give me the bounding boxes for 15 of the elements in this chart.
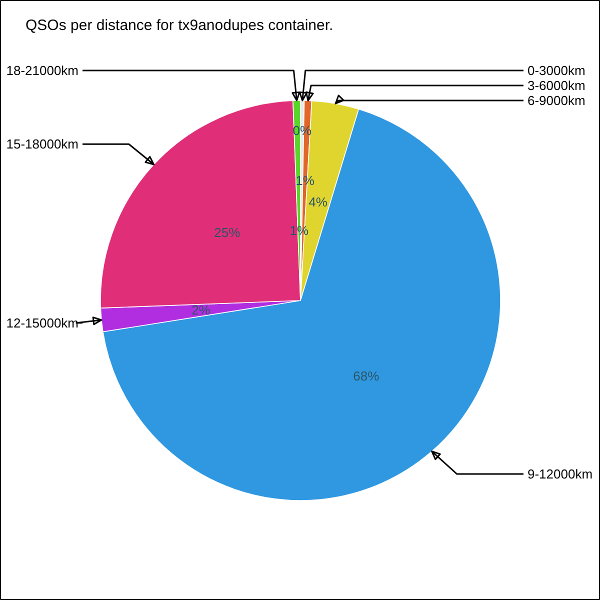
data-label: 68% bbox=[353, 368, 380, 384]
data-label: 1% bbox=[290, 223, 310, 238]
data-label: 25% bbox=[214, 225, 241, 240]
slice-label: 18-21000km bbox=[6, 63, 79, 78]
slice-label: 9-12000km bbox=[528, 466, 593, 482]
slice-label: 12-15000km bbox=[6, 315, 79, 330]
data-label: 0% bbox=[292, 123, 312, 138]
data-label: 4% bbox=[308, 194, 328, 210]
data-label: 2% bbox=[192, 302, 211, 318]
slice-label: 6-9000km bbox=[528, 93, 586, 108]
chart-title: QSOs per distance for tx9anodupes container. bbox=[26, 17, 334, 34]
data-label: 1% bbox=[296, 173, 315, 188]
slice-label: 15-18000km bbox=[6, 136, 79, 152]
slice-label: 0-3000km bbox=[528, 63, 586, 78]
slice-label: 3-6000km bbox=[528, 78, 586, 94]
